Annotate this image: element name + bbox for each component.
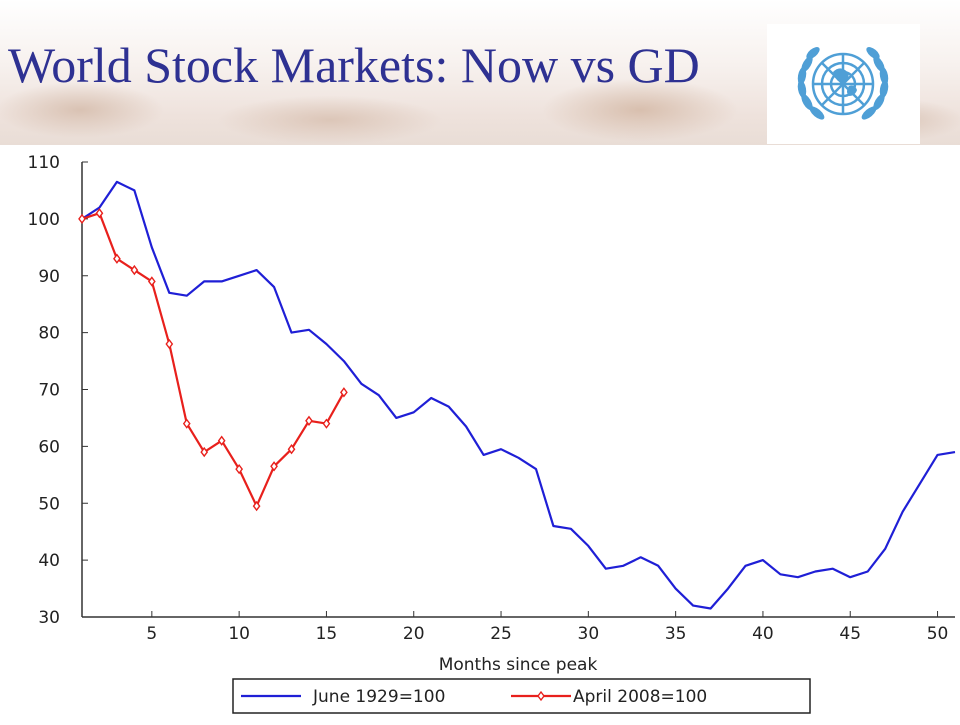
un-emblem-continents — [833, 68, 857, 96]
y-tick-label: 40 — [38, 551, 60, 571]
x-tick-label: 10 — [228, 624, 250, 644]
x-tick-label: 45 — [839, 624, 861, 644]
x-tick-label: 25 — [490, 624, 512, 644]
y-tick-label: 70 — [38, 381, 60, 401]
y-axis-ticks: 30 40 50 60 70 80 90 100 110 — [28, 153, 88, 628]
x-tick-label: 35 — [665, 624, 687, 644]
series-point — [287, 444, 296, 455]
series-point — [305, 415, 313, 426]
legend-label: April 2008=100 — [573, 687, 707, 707]
legend-label: June 1929=100 — [312, 687, 445, 707]
y-tick-label: 60 — [38, 437, 60, 457]
x-tick-label: 20 — [403, 624, 425, 644]
un-emblem-icon — [767, 24, 920, 144]
chart-area: 30 40 50 60 70 80 90 100 110 5 10 15 20 25 30 35 40 45 50… — [0, 145, 960, 720]
series-point — [200, 446, 209, 458]
x-tick-label: 40 — [752, 624, 774, 644]
un-emblem-globe — [811, 52, 875, 116]
line-chart: 30 40 50 60 70 80 90 100 110 5 10 15 20 25 30 35 40 45 50… — [28, 153, 956, 714]
un-emblem-laurel-left — [797, 47, 825, 120]
plot-lines — [78, 180, 956, 610]
series-point — [322, 418, 331, 429]
x-tick-label: 50 — [927, 624, 949, 644]
series-point — [95, 208, 104, 219]
series-point — [217, 435, 226, 446]
series-point — [252, 500, 261, 512]
x-tick-label: 5 — [146, 624, 157, 644]
x-axis-ticks: 5 10 15 20 25 30 35 40 45 50 — [146, 611, 948, 644]
series-point — [270, 461, 278, 472]
y-tick-label: 110 — [28, 153, 60, 173]
series-point — [147, 276, 156, 287]
y-tick-label: 90 — [38, 267, 60, 287]
chart-legend: June 1929=100 April 2008=100 — [232, 678, 811, 714]
un-emblem-laurel-right — [861, 47, 889, 120]
y-tick-label: 50 — [38, 494, 60, 514]
series-line — [81, 180, 956, 610]
y-tick-label: 80 — [38, 324, 60, 344]
x-tick-label: 15 — [316, 624, 338, 644]
x-tick-label: 30 — [578, 624, 600, 644]
series-point — [113, 253, 121, 264]
series-point — [340, 387, 348, 398]
page-title: World Stock Markets: Now vs GD — [8, 37, 700, 93]
un-emblem-svg — [797, 47, 889, 120]
series-point — [235, 463, 244, 475]
y-tick-label: 100 — [28, 210, 60, 230]
chart-axes — [81, 162, 955, 618]
x-axis-label: Months since peak — [439, 655, 598, 675]
series-point — [165, 338, 174, 350]
legend-marker — [537, 690, 545, 702]
series-point — [182, 418, 191, 429]
series-point — [130, 264, 139, 276]
y-tick-label: 30 — [38, 608, 60, 628]
series-line — [81, 212, 345, 508]
series-point — [78, 213, 86, 225]
